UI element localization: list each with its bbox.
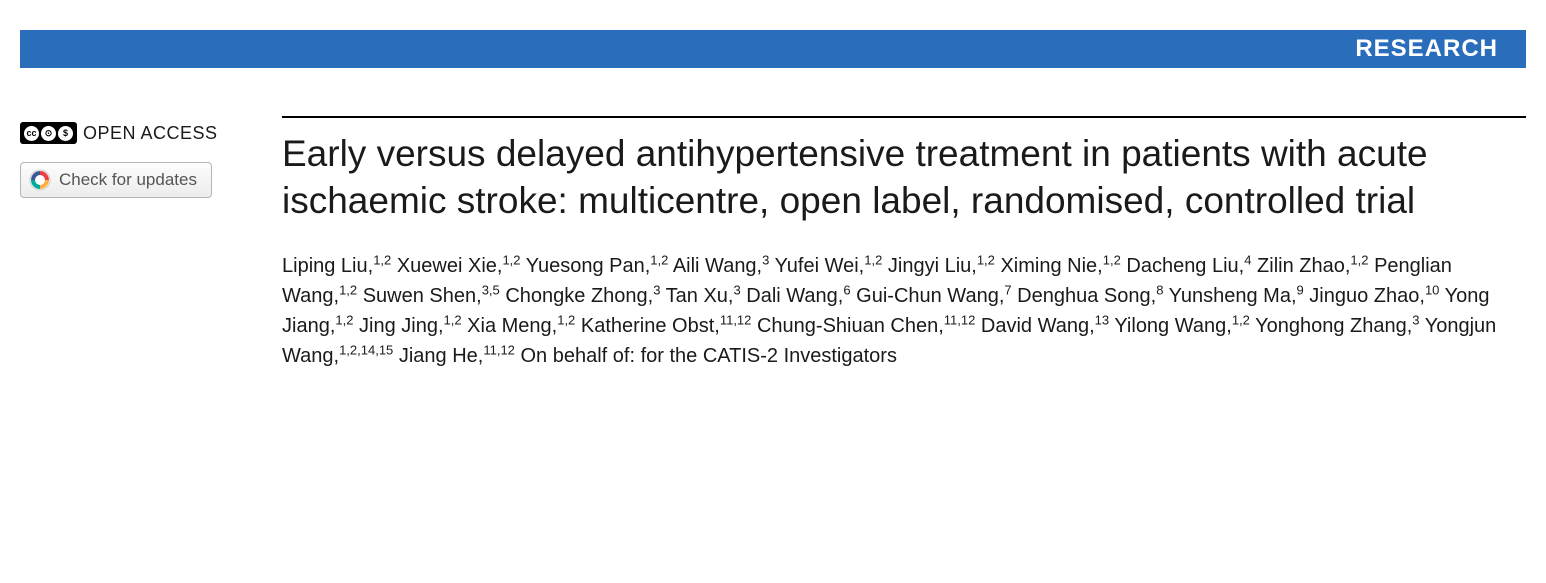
author-affiliation: 1,2 (1350, 252, 1368, 267)
author-affiliation: 1,2 (1232, 312, 1250, 327)
author-name: Yufei Wei, (775, 255, 865, 277)
author-affiliation: 3 (1412, 312, 1419, 327)
author-affiliation: 1,2 (650, 252, 668, 267)
author-affiliation: 3 (733, 282, 740, 297)
author-affiliation: 11,12 (944, 312, 976, 327)
author-affiliation: 1,2,14,15 (339, 342, 393, 357)
author-name: Ximing Nie, (1000, 255, 1102, 277)
author-name: Gui-Chun Wang, (856, 285, 1004, 307)
by-icon: ⊙ (41, 126, 56, 141)
author-affiliation: 11,12 (720, 312, 752, 327)
author-name: Xia Meng, (467, 315, 557, 337)
content-row: cc ⊙ $ OPEN ACCESS Check for updates Ea (0, 116, 1546, 371)
author-affiliation: 4 (1244, 252, 1251, 267)
author-name: Chongke Zhong, (505, 285, 653, 307)
author-affiliation: 1,2 (977, 252, 995, 267)
authors-suffix: On behalf of: for the CATIS-2 Investigat… (520, 345, 896, 367)
author-affiliation: 1,2 (373, 252, 391, 267)
author-affiliation: 1,2 (339, 282, 357, 297)
author-name: Liping Liu, (282, 255, 373, 277)
author-name: Katherine Obst, (581, 315, 720, 337)
article-main: Early versus delayed antihypertensive tr… (282, 116, 1526, 371)
left-column: cc ⊙ $ OPEN ACCESS Check for updates (20, 116, 282, 371)
author-affiliation: 8 (1156, 282, 1163, 297)
author-name: Dali Wang, (746, 285, 843, 307)
author-name: Xuewei Xie, (397, 255, 503, 277)
open-access-label: OPEN ACCESS (83, 123, 218, 144)
author-affiliation: 10 (1425, 282, 1439, 297)
author-affiliation: 6 (843, 282, 850, 297)
cc-license-icon: cc ⊙ $ (20, 122, 77, 144)
author-affiliation: 7 (1004, 282, 1011, 297)
author-name: Jinguo Zhao, (1309, 285, 1425, 307)
author-affiliation: 1,2 (502, 252, 520, 267)
author-name: Yunsheng Ma, (1169, 285, 1297, 307)
author-affiliation: 11,12 (483, 342, 515, 357)
author-name: Suwen Shen, (363, 285, 482, 307)
author-name: David Wang, (981, 315, 1095, 337)
cc-icon: cc (24, 126, 39, 141)
author-affiliation: 3 (653, 282, 660, 297)
author-name: Aili Wang, (673, 255, 762, 277)
author-name: Jiang He, (399, 345, 484, 367)
author-affiliation: 1,2 (335, 312, 353, 327)
author-affiliation: 1,2 (1103, 252, 1121, 267)
author-affiliation: 9 (1297, 282, 1304, 297)
crossmark-icon (29, 169, 51, 191)
author-name: Yilong Wang, (1114, 315, 1231, 337)
author-name: Yonghong Zhang, (1255, 315, 1412, 337)
author-name: Tan Xu, (666, 285, 734, 307)
author-name: Zilin Zhao, (1257, 255, 1350, 277)
author-affiliation: 1,2 (444, 312, 462, 327)
check-updates-label: Check for updates (59, 170, 197, 190)
open-access-badge: cc ⊙ $ OPEN ACCESS (20, 122, 282, 144)
author-affiliation: 3 (762, 252, 769, 267)
author-name: Jingyi Liu, (888, 255, 977, 277)
author-name: Yuesong Pan, (526, 255, 651, 277)
author-affiliation: 1,2 (557, 312, 575, 327)
check-for-updates-button[interactable]: Check for updates (20, 162, 212, 198)
author-name: Dacheng Liu, (1126, 255, 1244, 277)
article-title: Early versus delayed antihypertensive tr… (282, 130, 1516, 225)
author-affiliation: 1,2 (864, 252, 882, 267)
section-header-bar: RESEARCH (20, 30, 1526, 68)
author-affiliation: 13 (1095, 312, 1109, 327)
author-name: Jing Jing, (359, 315, 444, 337)
author-name: Chung-Shiuan Chen, (757, 315, 944, 337)
author-name: Denghua Song, (1017, 285, 1156, 307)
section-label: RESEARCH (1355, 35, 1498, 63)
nc-icon: $ (58, 126, 73, 141)
author-list: Liping Liu,1,2 Xuewei Xie,1,2 Yuesong Pa… (282, 251, 1516, 371)
author-affiliation: 3,5 (482, 282, 500, 297)
